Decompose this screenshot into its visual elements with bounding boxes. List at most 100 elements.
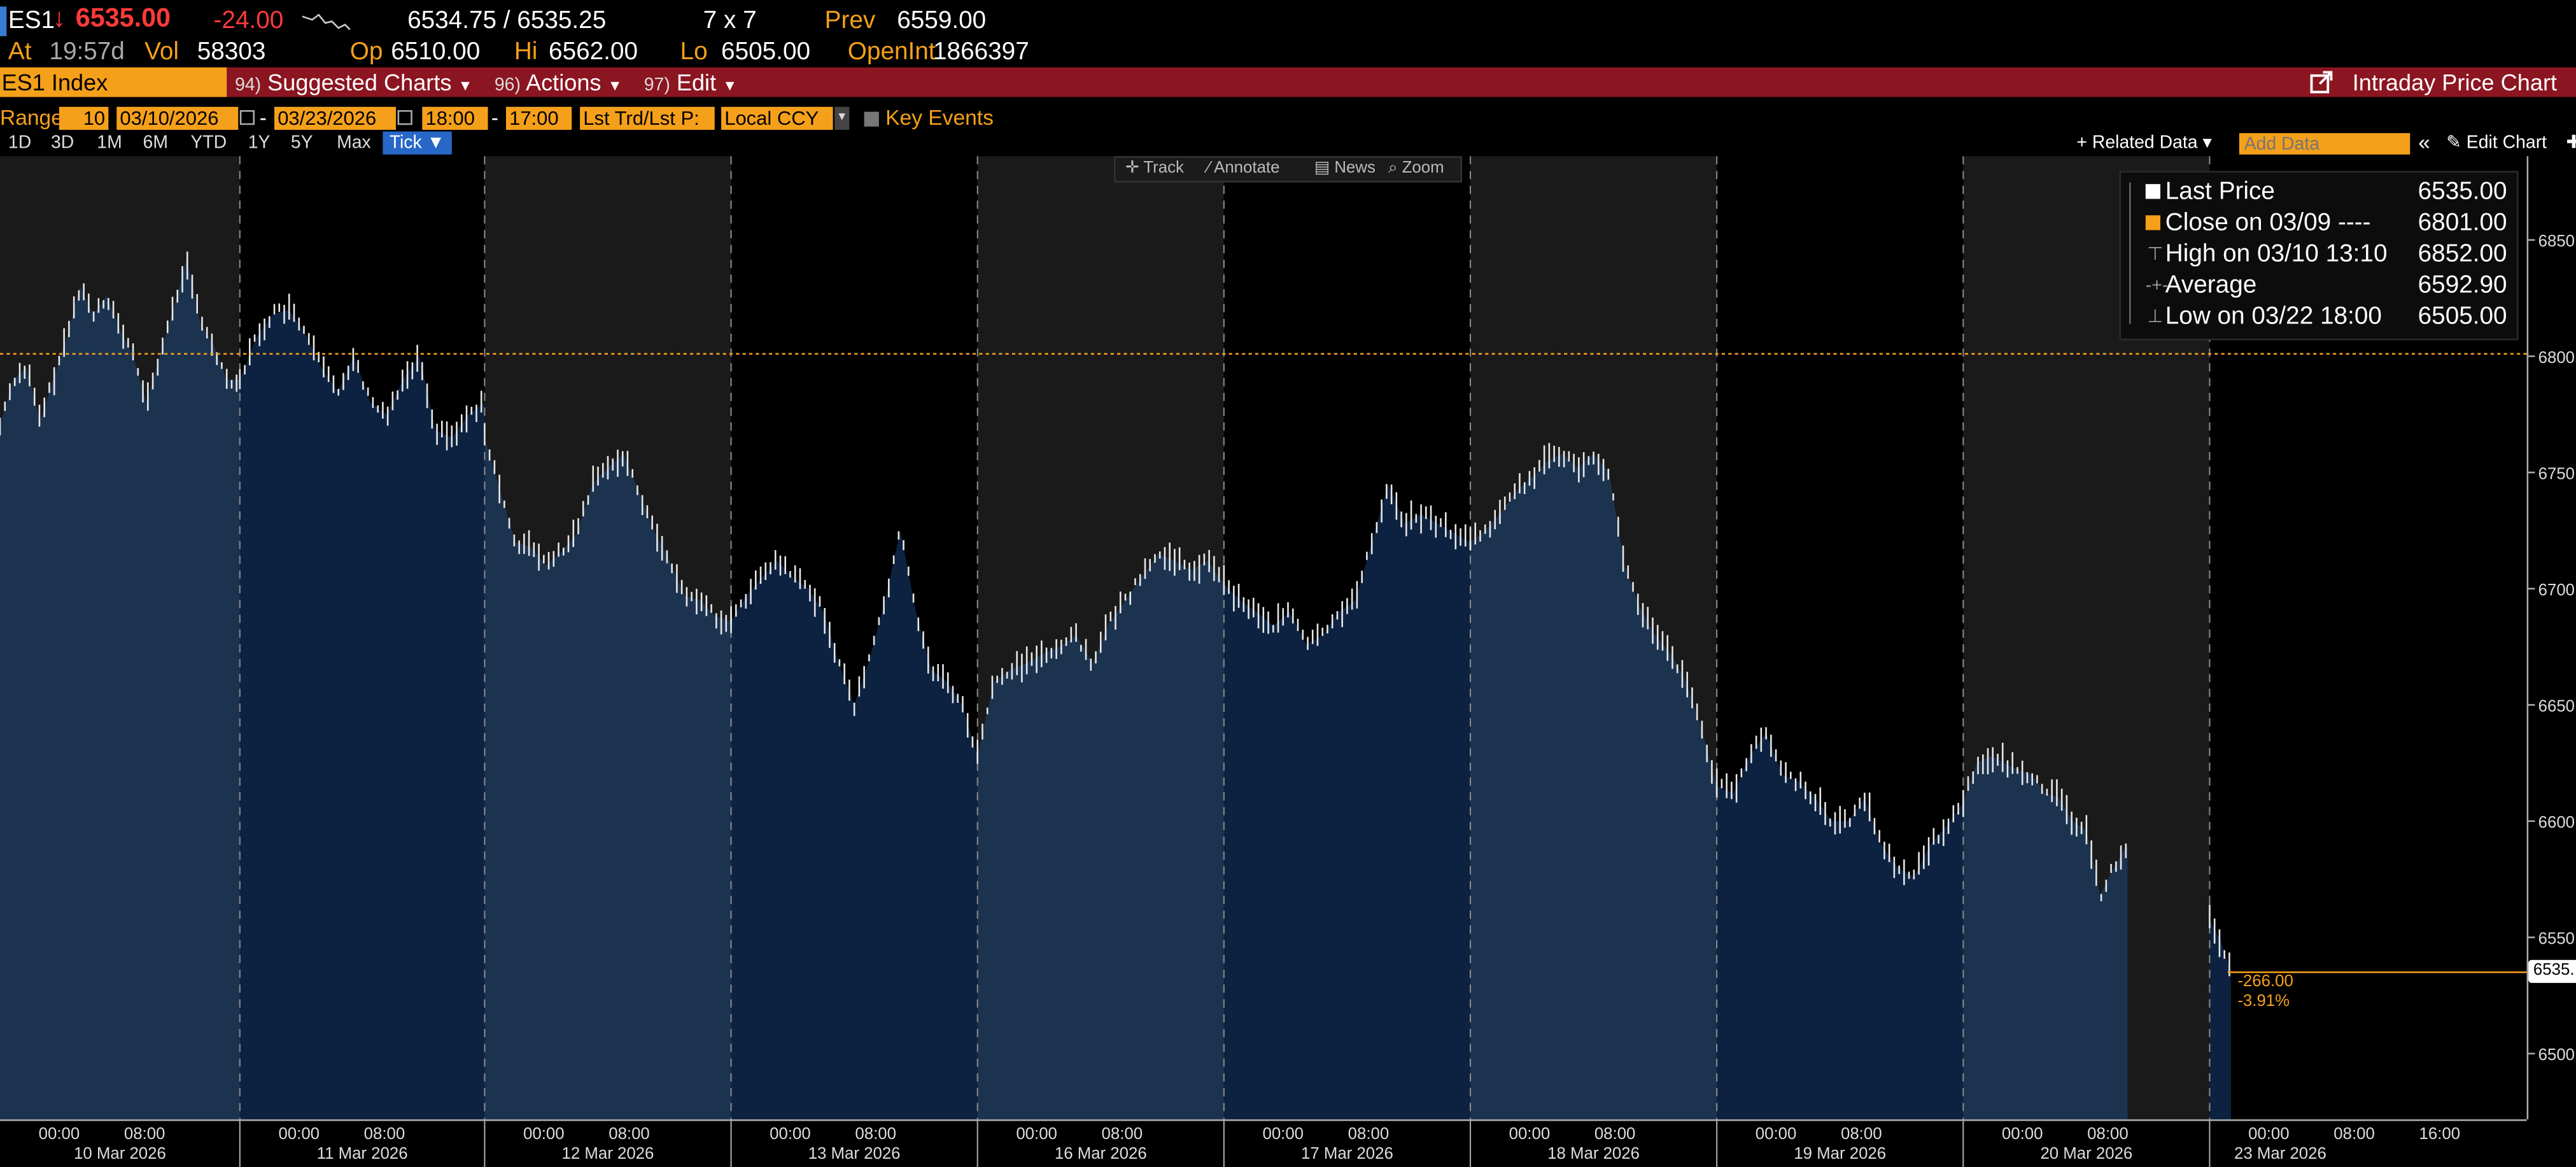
x-time-label: 08:00 (2333, 1125, 2375, 1143)
start-time-field[interactable]: 18:00 (422, 106, 488, 130)
calendar-icon[interactable] (239, 110, 255, 125)
x-time-label: 00:00 (39, 1125, 80, 1143)
average-marker-icon: -+- (2145, 276, 2169, 296)
prev-close: 6559.00 (897, 6, 987, 35)
change-abs: -266.00 (2237, 973, 2293, 991)
legend-label: Low on 03/22 18:00 (2165, 302, 2382, 330)
legend-bracket (2129, 182, 2131, 324)
zoom-label: Zoom (1402, 159, 1444, 178)
suggested-charts-menu[interactable]: 94) Suggested Charts ▼ (235, 67, 472, 97)
session-area (1470, 453, 1717, 1120)
x-date-label: 12 Mar 2026 (562, 1145, 654, 1163)
legend-label: Average (2165, 271, 2257, 299)
x-time-label: 00:00 (1016, 1125, 1057, 1143)
y-tick-label: 6550 (2538, 930, 2575, 948)
session-area (977, 553, 1224, 1120)
x-date-label: 11 Mar 2026 (317, 1145, 408, 1163)
actions-label: Actions (526, 69, 602, 95)
x-time-label: 00:00 (523, 1125, 565, 1143)
y-tick-label: 6850 (2538, 232, 2575, 250)
period-tick-dropdown[interactable]: Tick ▼ (383, 131, 452, 155)
legend-value: 6592.90 (2418, 271, 2507, 299)
period-1y[interactable]: 1Y (248, 133, 271, 153)
price-field-select[interactable]: Lst Trd/Lst P: (580, 106, 715, 130)
period-6m[interactable]: 6M (143, 133, 168, 153)
edit-chart-label: Edit Chart (2466, 133, 2547, 153)
bid-ask: 6534.75 / 6535.25 (407, 6, 607, 35)
start-date-field[interactable]: 03/10/2026 (116, 106, 239, 130)
key-events-checkbox[interactable] (864, 111, 879, 127)
x-time-label: 00:00 (770, 1125, 811, 1143)
period-1m[interactable]: 1M (97, 133, 122, 153)
settings-icon[interactable]: ✚ (2566, 132, 2576, 155)
period-ytd[interactable]: YTD (190, 133, 227, 153)
high-marker-icon: ⊤ (2147, 244, 2164, 265)
volume: 58303 (197, 38, 266, 66)
window-title[interactable]: Intraday Price Chart (2310, 67, 2557, 97)
change-pct: -3.91% (2237, 993, 2290, 1011)
chevron-down-icon: ▼ (722, 77, 738, 94)
y-tick-label: 6800 (2538, 349, 2575, 367)
end-date-field[interactable]: 03/23/2026 (274, 106, 397, 130)
session-area (2209, 919, 2231, 1120)
session-area (1963, 756, 2128, 1120)
collapse-icon[interactable]: « (2418, 129, 2430, 155)
x-time-label: 00:00 (1509, 1125, 1551, 1143)
x-time-label: 08:00 (364, 1125, 405, 1143)
zoom-tool[interactable]: ⌕ Zoom (1388, 158, 1444, 181)
related-data-button[interactable]: + Related Data ▾ (2076, 133, 2212, 153)
edit-label: Edit (676, 69, 717, 95)
focus-marker (0, 6, 7, 36)
actions-menu[interactable]: 96) Actions ▼ (495, 67, 623, 97)
track-label: Track (1143, 159, 1184, 178)
x-date-label: 10 Mar 2026 (74, 1145, 166, 1163)
menu-bar: ES1 Index (0, 67, 2576, 97)
x-date-label: 19 Mar 2026 (1794, 1145, 1886, 1163)
vol-label: Vol (144, 38, 179, 66)
x-date-label: 23 Mar 2026 (2234, 1145, 2326, 1163)
high-price: 6562.00 (549, 38, 638, 66)
track-tool[interactable]: ✛ Track (1125, 158, 1184, 181)
period-5y[interactable]: 5Y (290, 133, 313, 153)
calendar-icon[interactable] (397, 110, 412, 125)
legend-label: Last Price (2165, 177, 2275, 206)
currency-select[interactable]: Local CCY (721, 106, 833, 130)
pencil-icon: ⁄ (1207, 159, 1214, 178)
legend-item-last-price: Last Price 6535.00 (2145, 177, 2514, 207)
session-area (1717, 732, 1964, 1120)
annotate-tool[interactable]: ⁄ Annotate (1207, 158, 1279, 181)
x-time-label: 00:00 (2002, 1125, 2043, 1143)
key-events-label: Key Events (885, 105, 994, 130)
chevron-down-icon[interactable]: ▼ (834, 106, 850, 130)
security-field[interactable]: ES1 Index (0, 67, 227, 97)
news-tool[interactable]: ▤ News (1314, 158, 1376, 181)
lo-label: Lo (680, 38, 708, 66)
ticker[interactable]: ES1 (8, 6, 55, 35)
x-time-label: 08:00 (124, 1125, 165, 1143)
legend-item-average: -+- Average 6592.90 (2146, 271, 2514, 301)
legend-value: 6852.00 (2418, 239, 2507, 268)
edit-chart-button[interactable]: ✎ Edit Chart (2446, 132, 2547, 155)
session-area (1223, 484, 1470, 1120)
x-time-label: 00:00 (1756, 1125, 1797, 1143)
x-time-label: 08:00 (1841, 1125, 1882, 1143)
legend-label: Close on 03/09 ---- (2165, 208, 2371, 237)
chart-legend[interactable]: Last Price 6535.00 Close on 03/09 ---- 6… (2119, 171, 2519, 341)
add-data-input[interactable] (2239, 133, 2411, 155)
period-1d[interactable]: 1D (8, 133, 32, 153)
window-title-label: Intraday Price Chart (2352, 69, 2558, 95)
period-3d[interactable]: 3D (51, 133, 74, 153)
x-time-label: 08:00 (2087, 1125, 2129, 1143)
range-value-field[interactable]: 10 (59, 106, 109, 130)
openint-label: OpenInt (847, 38, 936, 66)
edit-menu[interactable]: 97) Edit ▼ (644, 67, 737, 97)
quote-time: 19:57d (49, 38, 125, 66)
news-icon: ▤ (1314, 159, 1335, 178)
annotate-label: Annotate (1214, 159, 1280, 178)
x-date-label: 20 Mar 2026 (2040, 1145, 2132, 1163)
period-max[interactable]: Max (337, 133, 371, 153)
x-time-label: 08:00 (609, 1125, 650, 1143)
prev-label: Prev (824, 6, 876, 35)
end-time-field[interactable]: 17:00 (505, 106, 572, 130)
